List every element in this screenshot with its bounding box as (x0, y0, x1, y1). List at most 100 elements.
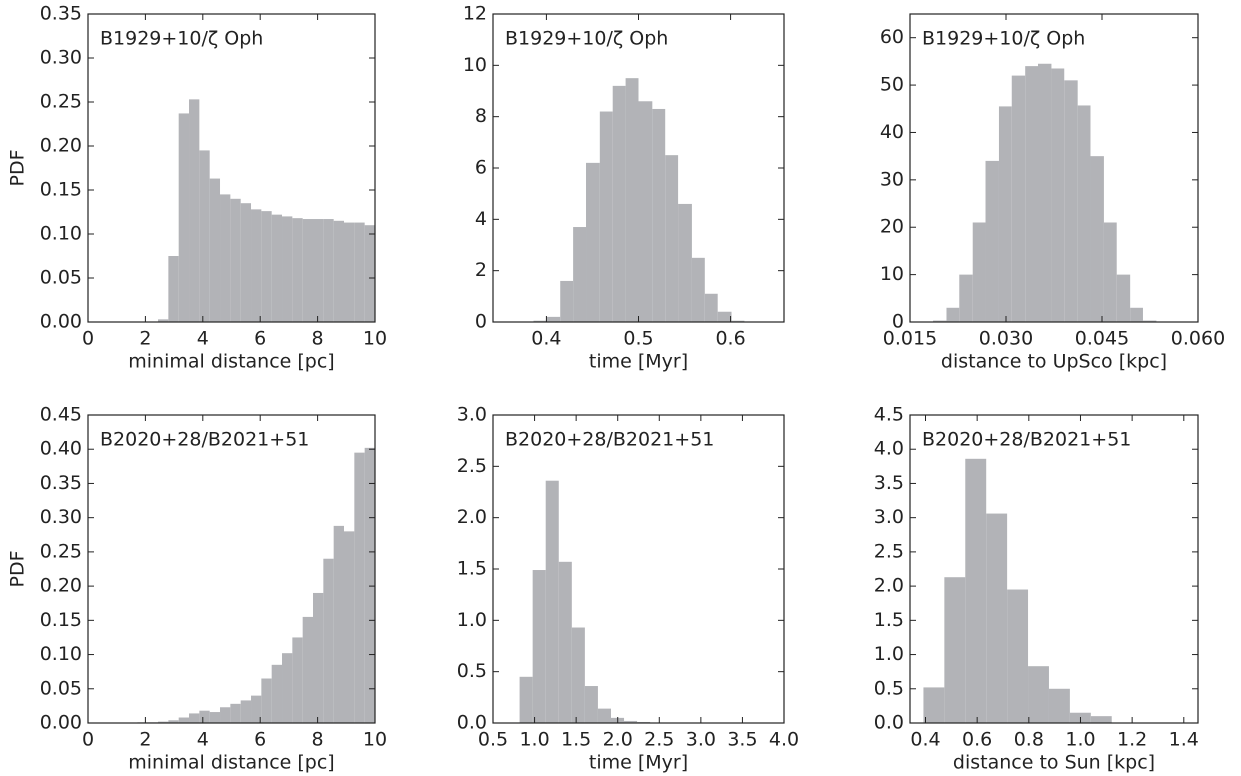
bar (1064, 80, 1078, 322)
y-tick-label: 0.00 (40, 712, 82, 734)
x-tick-label: 0 (82, 328, 94, 350)
y-tick-label: 2.0 (874, 575, 904, 597)
x-tick-label: 3.0 (686, 729, 716, 751)
x-tick-label: 2 (139, 328, 151, 350)
bar (158, 721, 169, 723)
x-axis-label: minimal distance [pc] (128, 351, 334, 373)
y-tick-label: 1.5 (874, 609, 904, 631)
y-tick-label: 0.5 (874, 677, 904, 699)
bar (292, 218, 303, 322)
x-axis-label: time [Myr] (589, 752, 688, 774)
y-tick-label: 0.0 (457, 712, 487, 734)
bar (959, 274, 973, 322)
bar (168, 720, 179, 723)
y-tick-label: 4 (475, 208, 487, 230)
bar (1116, 274, 1131, 322)
x-tick-label: 1.5 (561, 729, 591, 751)
bar (189, 99, 200, 322)
x-tick-label: 0.6 (962, 729, 992, 751)
bar (652, 108, 666, 322)
y-tick-label: 0.10 (40, 643, 82, 665)
y-tick-label: 40 (880, 121, 904, 143)
bar (230, 198, 241, 322)
x-tick-label: 1.2 (1117, 729, 1147, 751)
annotation: B1929+10/ζ Oph (100, 28, 263, 50)
bar (333, 220, 345, 322)
y-tick-label: 3.0 (874, 506, 904, 528)
bar (972, 222, 986, 322)
bar (532, 570, 546, 723)
y-tick-label: 2 (475, 259, 487, 281)
bar (199, 710, 210, 723)
y-tick-label: 6 (475, 157, 487, 179)
bar (1090, 156, 1104, 322)
bar (261, 678, 272, 723)
bar (333, 525, 345, 723)
bar (944, 577, 966, 723)
y-tick-label: 0.40 (40, 438, 82, 460)
y-tick-label: 3.0 (457, 404, 487, 426)
x-axis-label: distance to UpSco [kpc] (941, 351, 1167, 373)
y-tick-label: 10 (880, 263, 904, 285)
bar (586, 162, 600, 322)
y-axis-label: PDF (7, 550, 29, 587)
bar (199, 150, 210, 322)
bar (178, 717, 190, 723)
bar (1028, 666, 1049, 723)
x-tick-label: 8 (312, 328, 324, 350)
bar (584, 686, 598, 723)
x-tick-label: 2.5 (644, 729, 674, 751)
x-tick-label: 4 (197, 328, 209, 350)
x-tick-label: 0.030 (979, 328, 1033, 350)
y-tick-label: 0.05 (40, 267, 82, 289)
y-tick-label: 1.5 (457, 558, 487, 580)
bar (251, 695, 262, 723)
y-tick-label: 3.5 (874, 472, 904, 494)
x-axis-label: minimal distance [pc] (128, 752, 334, 774)
y-tick-label: 0.10 (40, 223, 82, 245)
bar (178, 113, 190, 322)
bar (731, 320, 745, 322)
y-tick-label: 4.5 (874, 404, 904, 426)
annotation: B1929+10/ζ Oph (505, 28, 668, 50)
y-tick-label: 2.5 (457, 455, 487, 477)
bar (168, 256, 179, 322)
bar (271, 214, 283, 322)
x-tick-label: 1.0 (519, 729, 549, 751)
bar (230, 703, 241, 723)
x-tick-label: 1.4 (1169, 729, 1199, 751)
y-tick-label: 0.00 (40, 311, 82, 333)
y-tick-label: 4.0 (874, 438, 904, 460)
bar (364, 225, 375, 322)
x-tick-label: 0.5 (623, 328, 653, 350)
x-tick-label: 0.045 (1075, 328, 1129, 350)
axes-frame (87, 13, 376, 323)
bar (597, 708, 611, 723)
axes-frame (909, 414, 1199, 724)
bar (189, 713, 200, 723)
bar (240, 700, 252, 723)
y-tick-label: 0.35 (40, 472, 82, 494)
bar (302, 616, 314, 723)
bar (546, 316, 561, 322)
y-tick-label: 0.25 (40, 91, 82, 113)
x-tick-label: 0.5 (478, 729, 508, 751)
bar (599, 111, 613, 323)
axes-frame (87, 414, 376, 724)
bar (354, 452, 365, 723)
bar (271, 664, 283, 723)
bar (624, 720, 638, 723)
y-tick-label: 0.0 (874, 712, 904, 734)
bar (292, 637, 303, 723)
y-tick-label: 0.45 (40, 404, 82, 426)
y-tick-label: 0.15 (40, 179, 82, 201)
bar (251, 209, 262, 322)
x-tick-label: 3.5 (727, 729, 757, 751)
y-tick-label: 60 (880, 26, 904, 48)
bar (1048, 688, 1070, 723)
x-axis-label: time [Myr] (589, 351, 688, 373)
bar (240, 203, 252, 322)
y-tick-label: 0.30 (40, 47, 82, 69)
bar (612, 85, 626, 322)
